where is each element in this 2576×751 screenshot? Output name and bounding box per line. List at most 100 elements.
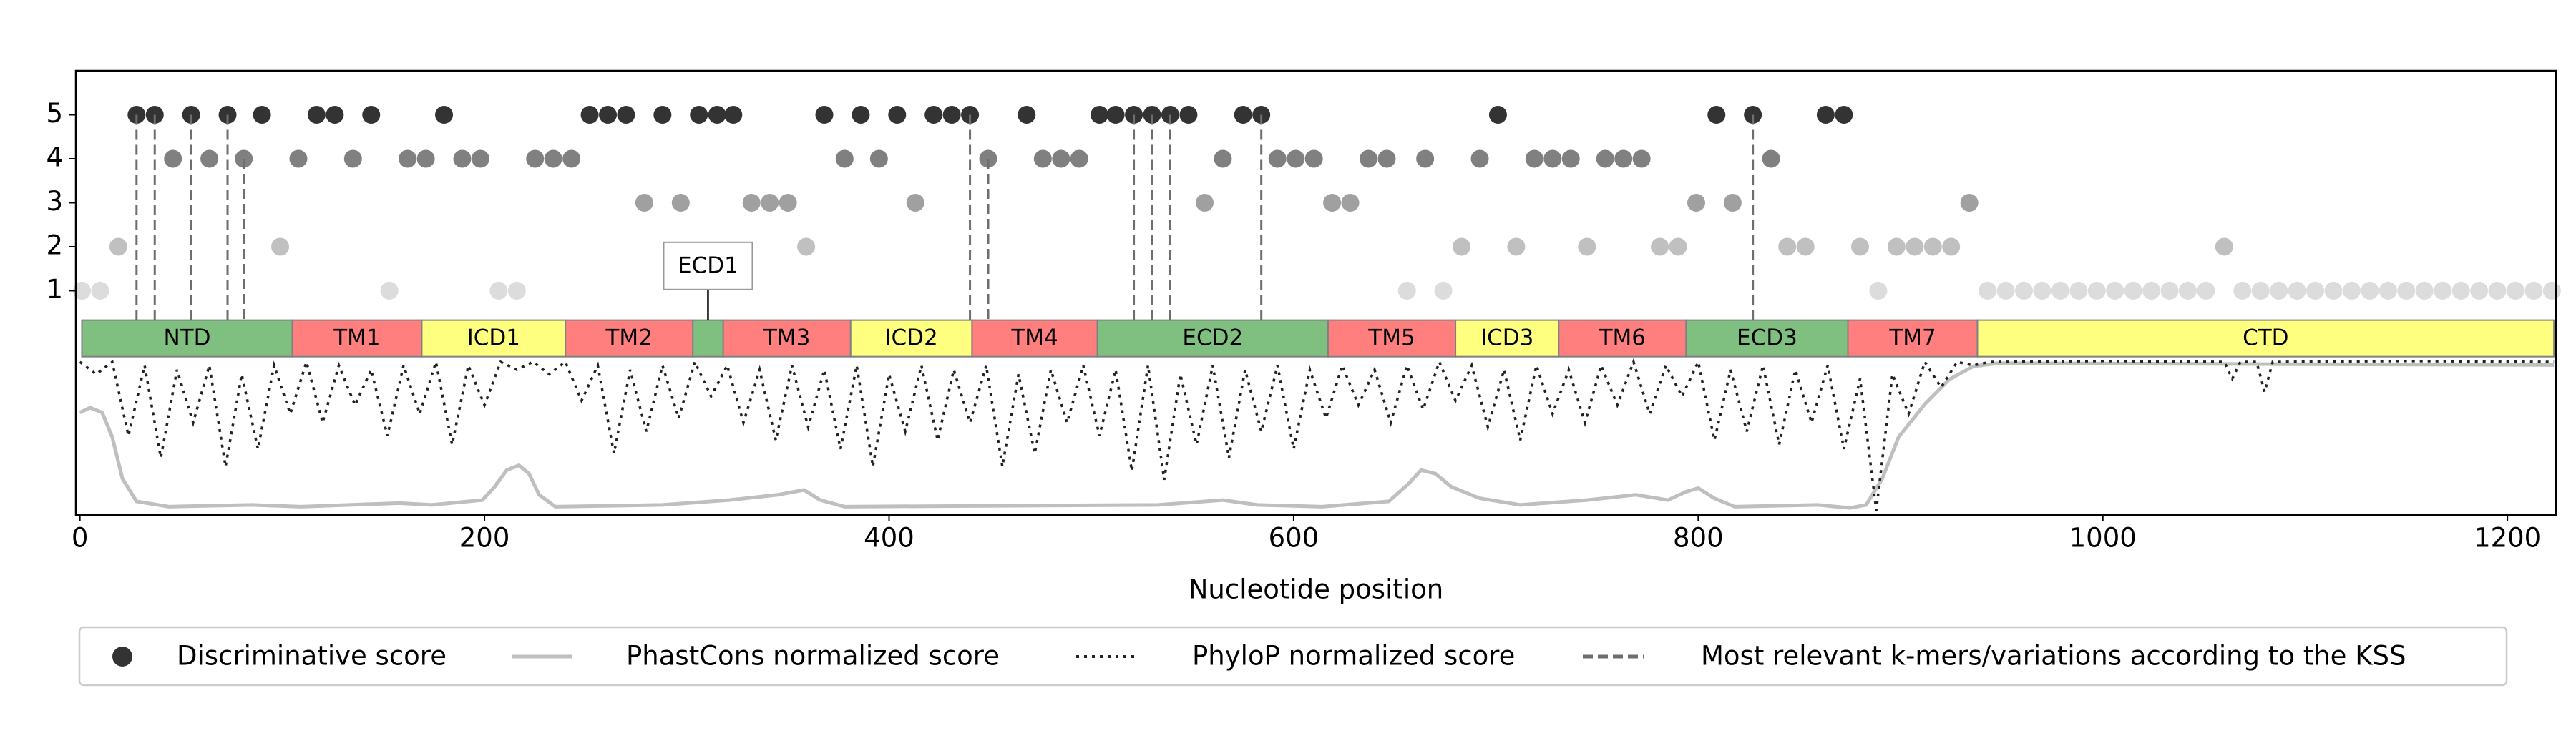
score-point — [2033, 281, 2051, 300]
domain-label: TM5 — [1367, 325, 1415, 351]
x-tick-label: 600 — [1269, 523, 1319, 554]
score-point — [852, 105, 870, 124]
score-point — [507, 281, 526, 300]
domain-label: ICD2 — [884, 325, 937, 351]
score-point — [271, 237, 290, 256]
score-point — [924, 105, 943, 124]
score-point — [2069, 281, 2088, 300]
domain-block — [1327, 319, 1457, 358]
score-point — [307, 105, 326, 124]
score-point — [91, 281, 109, 300]
x-tick-label: 800 — [1673, 523, 1724, 554]
domain-label: NTD — [163, 325, 210, 351]
score-point — [1923, 237, 1942, 256]
score-point — [1214, 149, 1232, 168]
y-tick-label: 2 — [46, 230, 63, 260]
score-point — [1377, 149, 1396, 168]
score-point — [1287, 149, 1305, 168]
score-point — [1942, 237, 1961, 256]
domain-label: TM2 — [605, 325, 653, 351]
score-point — [617, 105, 635, 124]
score-point — [1091, 105, 1109, 124]
score-point — [1360, 149, 1378, 168]
score-point — [2288, 281, 2306, 300]
legend-label: Discriminative score — [177, 641, 447, 672]
score-point — [2160, 281, 2179, 300]
domain-label: TM4 — [1010, 325, 1058, 351]
score-point — [671, 193, 690, 212]
domain-block — [81, 319, 293, 358]
score-point — [1106, 105, 1125, 124]
score-point — [635, 193, 653, 212]
score-point — [2215, 237, 2233, 256]
score-point — [1507, 237, 1526, 256]
domain-label: ECD3 — [1737, 325, 1797, 351]
score-point — [2014, 281, 2033, 300]
score-point — [109, 237, 127, 256]
score-point — [1723, 193, 1742, 212]
score-point — [2306, 281, 2325, 300]
score-point — [2506, 281, 2524, 300]
score-point — [2270, 281, 2288, 300]
legend-label: PhyloP normalized score — [1192, 641, 1515, 672]
score-point — [289, 149, 308, 168]
score-point — [1816, 105, 1835, 124]
score-point — [2051, 281, 2069, 300]
x-tick-label: 1200 — [2474, 523, 2541, 554]
score-point — [435, 105, 454, 124]
score-point — [869, 149, 888, 168]
score-point — [1596, 149, 1614, 168]
score-point — [2361, 281, 2379, 300]
score-point — [380, 281, 399, 300]
score-point — [1323, 193, 1342, 212]
score-point — [1687, 193, 1705, 212]
score-point — [471, 149, 489, 168]
legend-label: PhastCons normalized score — [626, 641, 1000, 672]
legend-marker — [112, 647, 132, 667]
x-tick-label: 1000 — [2069, 523, 2137, 554]
phylop-line — [79, 357, 2555, 511]
score-point — [2142, 281, 2161, 300]
score-point — [1470, 149, 1489, 168]
score-point — [2415, 281, 2434, 300]
score-point — [1835, 105, 1853, 124]
score-point — [2324, 281, 2343, 300]
x-tick-label: 400 — [864, 523, 914, 554]
score-point — [1196, 193, 1214, 212]
y-tick-label: 1 — [46, 274, 63, 305]
score-point — [1543, 149, 1562, 168]
x-axis-label: Nucleotide position — [1189, 574, 1444, 605]
score-point — [164, 149, 182, 168]
score-point — [1996, 281, 2015, 300]
score-point — [2397, 281, 2416, 300]
score-point — [2233, 281, 2252, 300]
domain-label: CTD — [2243, 325, 2288, 351]
domain-label: TM3 — [763, 325, 810, 351]
score-point — [2251, 281, 2270, 300]
domain-label: TM1 — [333, 325, 380, 351]
score-point — [708, 105, 726, 124]
score-point — [1669, 237, 1687, 256]
y-tick-label: 3 — [46, 186, 63, 217]
score-point — [2178, 281, 2197, 300]
score-point — [1397, 281, 1416, 300]
score-point — [416, 149, 435, 168]
score-point — [742, 193, 761, 212]
plot-area: NTD TM1 ICD1 TM2 ECD1 TM3 ICD2 TM4 ECD2 TM5 ICD3 TM… — [72, 105, 2561, 511]
score-point — [1561, 149, 1580, 168]
domain-label: ECD2 — [1182, 325, 1243, 351]
score-point — [1707, 105, 1726, 124]
score-point — [761, 193, 779, 212]
score-point — [1850, 237, 1869, 256]
score-point — [2087, 281, 2106, 300]
score-point — [1578, 237, 1596, 256]
score-point — [1525, 149, 1543, 168]
axes-frame — [74, 69, 2557, 516]
score-point — [1651, 237, 1669, 256]
score-point — [1796, 237, 1815, 256]
score-point — [906, 193, 924, 212]
score-point — [779, 193, 797, 212]
score-point — [1416, 149, 1435, 168]
score-point — [797, 237, 816, 256]
